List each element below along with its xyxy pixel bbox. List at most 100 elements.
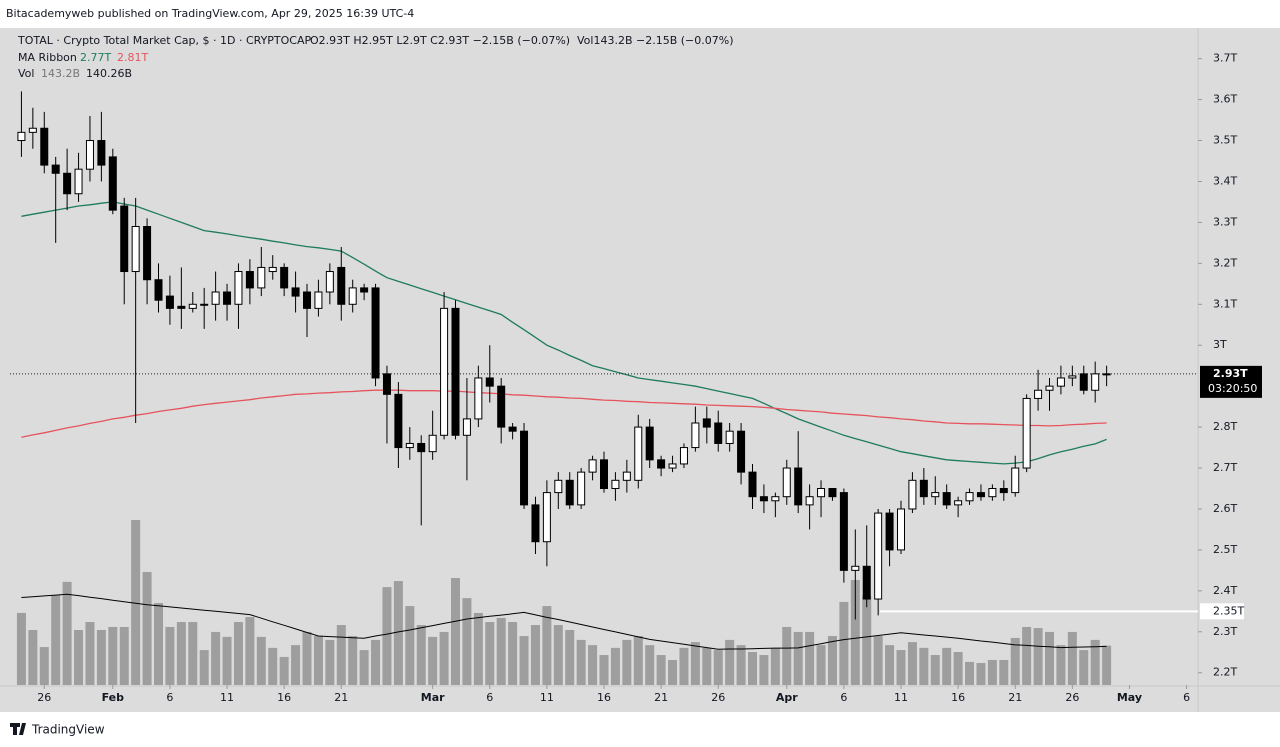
volume-bar [256,636,266,685]
volume-bar [668,659,678,685]
candle-body [874,512,883,600]
volume-bar [542,606,552,685]
volume-bar [953,652,963,685]
candle-body [737,430,746,473]
volume-bar [325,639,335,685]
candle-body [565,479,574,506]
y-tick-label: 3.4T [1213,174,1237,187]
volume-bar [1079,650,1089,685]
x-tick-label: 11 [540,691,554,704]
candle-body [40,127,49,166]
y-tick-label: 3T [1213,338,1227,351]
volume-bar [348,636,358,685]
volume-bar [268,647,278,685]
countdown: 03:20:50 [1208,382,1257,395]
volume-bar [199,650,209,685]
candle-body [360,287,369,293]
candle-body [531,504,540,543]
candle-body [451,307,460,436]
candle-body [1091,373,1100,391]
volume-bar [748,652,757,685]
candle-body [188,303,197,309]
candle-body [839,492,848,571]
candle-body [1056,377,1065,387]
y-tick-label: 3.1T [1213,297,1237,310]
candle-body [645,426,654,461]
candle-body [657,459,666,469]
y-tick-label: 3.5T [1213,134,1237,147]
candle-body [51,164,60,174]
candle-body [1102,373,1111,376]
candle-body [97,140,106,166]
price-line-label: 2.35T [1213,604,1244,617]
volume-bar [816,645,826,685]
y-tick-label: 3.2T [1213,256,1237,269]
candle-body [120,205,129,273]
brand: TradingView [31,723,105,737]
x-tick-label: Mar [421,691,445,704]
volume-bar [622,639,632,685]
volume-bar [530,625,540,685]
y-tick-label: 2.8T [1213,420,1237,433]
candle-body [554,479,563,494]
volume-bar [942,647,952,685]
volume-bar [610,647,620,685]
moving-average [21,389,1107,438]
candle-body [257,266,266,289]
legend-ma-name: MA Ribbon [18,51,77,64]
volume-bar [1090,639,1100,685]
footer [0,712,1280,747]
candle-body [588,459,597,473]
volume-bar [222,636,232,685]
volume-bar [16,612,26,685]
candle-body [223,291,232,305]
volume-bar [725,639,735,685]
x-tick-label: 21 [654,691,668,704]
volume-bar [965,661,975,685]
candle-body [177,305,186,309]
candle-body [714,422,723,444]
candle-body [1022,397,1031,469]
x-tick-label: 26 [1065,691,1079,704]
candle-body [691,422,700,449]
volume-bar [188,622,198,685]
volume-bar [930,655,940,685]
candle-body [725,430,734,444]
volume-bar [74,630,84,685]
volume-bar [28,630,38,685]
y-tick-label: 2.2T [1213,666,1237,679]
volume-bar [1056,645,1066,685]
x-tick-label: 26 [711,691,725,704]
volume-bar [839,601,849,685]
x-tick-label: 26 [37,691,51,704]
moving-average [21,201,1107,465]
volume-bar [405,606,415,685]
volume-bar [393,581,403,685]
candle-body [462,418,471,436]
candle-body [1068,375,1077,379]
candle-body [817,488,826,498]
legend-ma-slow: 2.81T [117,51,148,64]
volume-bar [416,625,426,685]
volume-bar [1102,645,1112,685]
volume-bar [62,581,72,685]
candle-body [337,266,346,305]
candle-body [200,303,209,306]
volume-bar [154,603,163,685]
brand-logo [10,723,26,735]
volume-bar [85,622,95,685]
volume-bar [108,626,118,685]
candle-body [63,172,72,195]
candle-body [668,463,677,469]
candle-body [988,488,997,498]
candle-body [394,393,403,449]
volume-bar [736,645,746,685]
volume-bar [359,650,369,685]
candle-body [325,271,334,293]
volume-bar [131,520,141,685]
volume-bar [576,639,586,685]
candle-body [782,467,791,498]
candle-body [611,479,620,489]
